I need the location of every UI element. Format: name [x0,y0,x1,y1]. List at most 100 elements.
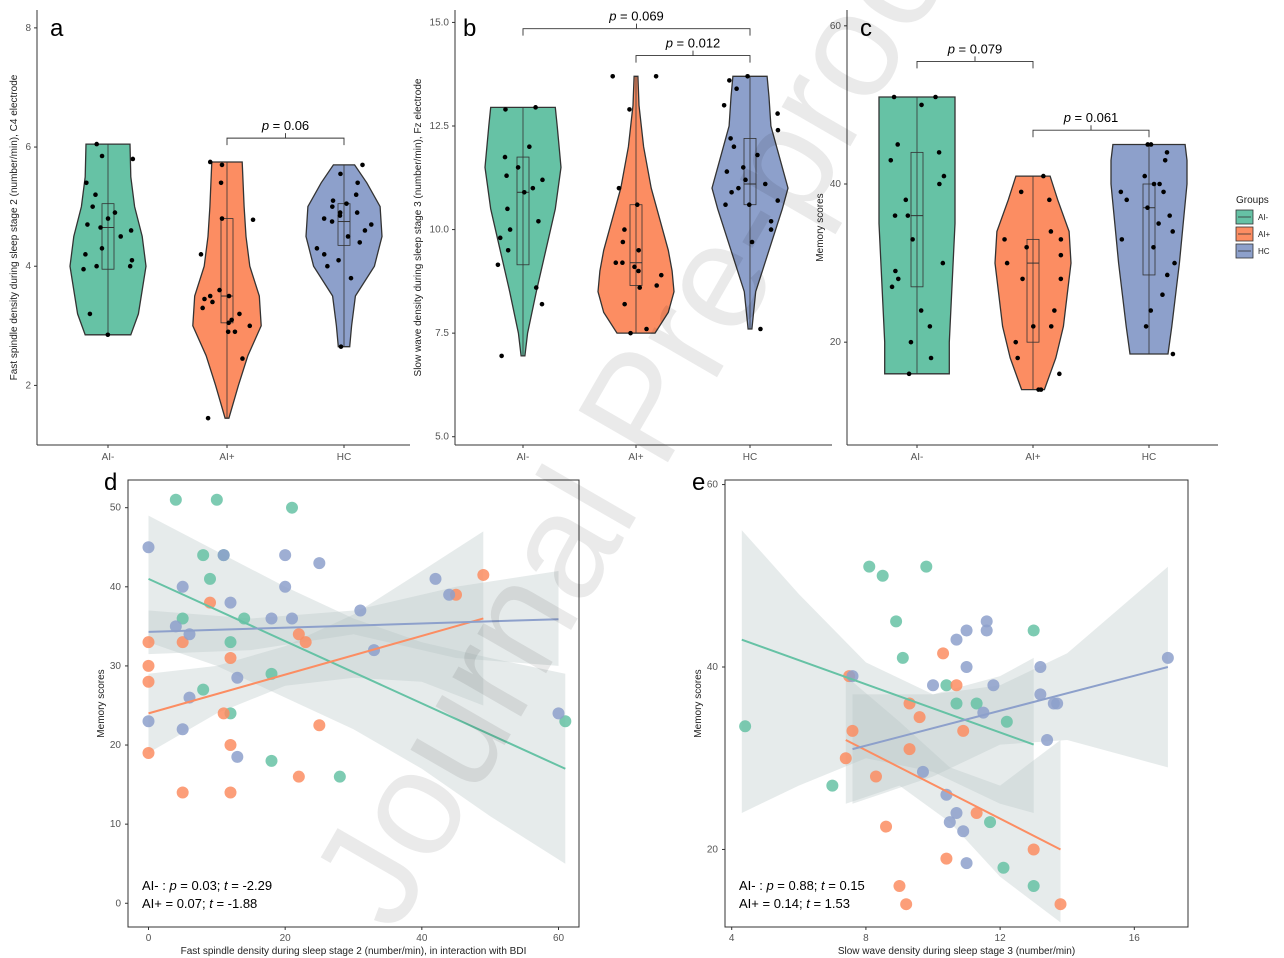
panel-letter-a: a [50,15,64,42]
box-HC [337,203,351,246]
data-point-AI+ [644,326,649,332]
y-tick-label: 40 [110,582,122,593]
data-point-AI- [903,197,909,203]
data-point-AI+ [237,311,242,317]
data-point-AI- [826,779,839,792]
x-tick-label: 60 [553,933,565,944]
data-point-HC [338,344,344,349]
data-point-HC [927,679,940,692]
panel-e: e 20 40 60 4 8 12 16 Slow wave density during sl… [692,469,1189,957]
data-point-AI+ [616,185,622,191]
data-point-AI- [940,679,953,692]
data-point-HC [325,263,330,269]
data-point-AI- [90,204,95,209]
data-point-AI- [950,697,963,710]
data-point-AI- [502,154,508,160]
x-tick-label: AI+ [1025,452,1040,463]
data-point-AI+ [913,711,926,724]
data-point-AI- [105,216,111,221]
data-point-AI- [896,651,909,664]
data-point-HC [768,218,774,224]
data-point-HC [943,816,956,829]
data-point-AI+ [219,216,225,221]
y-tick-label: 7.5 [435,328,449,339]
data-point-AI- [941,173,947,179]
data-point-AI- [94,141,99,147]
y-tick-label: 10.0 [430,225,450,236]
data-point-AI+ [247,323,253,329]
data-point-AI- [533,105,538,110]
data-point-HC [362,228,368,233]
data-point-AI+ [610,73,616,79]
data-point-AI- [863,560,876,573]
data-point-AI+ [627,107,632,112]
data-point-AI+ [205,415,211,421]
data-point-AI+ [176,636,189,649]
data-point-AI- [910,237,915,242]
x-tick-label: AI+ [628,452,643,463]
data-point-HC [279,549,292,562]
data-point-AI- [83,252,88,257]
data-point-HC [950,633,963,646]
data-point-AI+ [1015,355,1020,361]
data-point-AI- [530,185,536,191]
panel-letter-b: b [463,15,476,42]
data-point-AI+ [142,636,155,649]
data-point-AI- [197,549,210,562]
x-tick-label: 12 [995,933,1007,944]
data-point-HC [552,707,565,720]
fit-line-AI+ [845,739,1061,851]
data-point-HC [1143,324,1149,329]
data-point-HC [286,612,298,625]
data-point-AI+ [226,320,231,326]
data-point-HC [1164,272,1170,278]
data-point-AI+ [937,647,950,660]
x-tick-label: AI- [911,452,924,463]
panel-letter-d: d [104,469,117,496]
data-point-AI+ [622,301,627,307]
data-point-HC [443,588,456,601]
y-tick-label: 6 [25,142,31,153]
data-point-AI+ [224,739,237,752]
data-point-AI- [984,816,997,829]
data-point-HC [360,162,365,168]
y-tick-label: 60 [707,480,719,491]
data-point-AI+ [1058,252,1064,258]
panel-d: d 0 10 20 30 40 50 0 20 40 60 Fast spindle density … [96,469,580,957]
data-point-AI+ [226,293,232,299]
data-point-AI+ [1058,237,1064,242]
data-point-HC [321,252,327,257]
y-tick-label: 8 [25,23,31,34]
data-point-HC [980,624,993,637]
panel-a: a 2 4 6 8 AI- AI+ HC Fast spindle density during… [9,10,410,463]
data-point-AI- [112,210,118,215]
x-tick-label: 8 [863,933,869,944]
data-point-AI- [521,189,527,195]
data-point-AI+ [880,820,893,833]
data-point-HC [142,541,155,554]
data-point-HC [950,806,963,819]
y-tick-label: 12.5 [430,121,450,132]
data-point-AI- [936,150,942,155]
data-point-AI+ [142,746,155,759]
data-point-HC [729,189,734,195]
y-tick-label: 10 [110,819,122,830]
data-point-AI+ [1002,237,1007,242]
data-point-HC [368,222,374,227]
data-point-HC [1161,189,1166,195]
data-point-AI+ [218,180,224,186]
data-point-AI+ [654,283,660,288]
data-point-HC [755,152,760,158]
data-point-HC [354,604,367,617]
data-point-AI- [210,493,223,506]
data-point-AI- [286,501,298,514]
x-tick-label: HC [1142,452,1156,463]
data-point-AI+ [839,752,852,765]
data-point-AI- [533,285,539,290]
data-point-AI- [169,493,182,506]
data-point-HC [357,240,363,245]
significance-bracket: p = 0.069 [522,9,751,36]
y-axis-label: Memory scores [693,669,704,737]
significance-bracket: p = 0.012 [635,36,751,63]
data-point-AI- [504,173,509,179]
